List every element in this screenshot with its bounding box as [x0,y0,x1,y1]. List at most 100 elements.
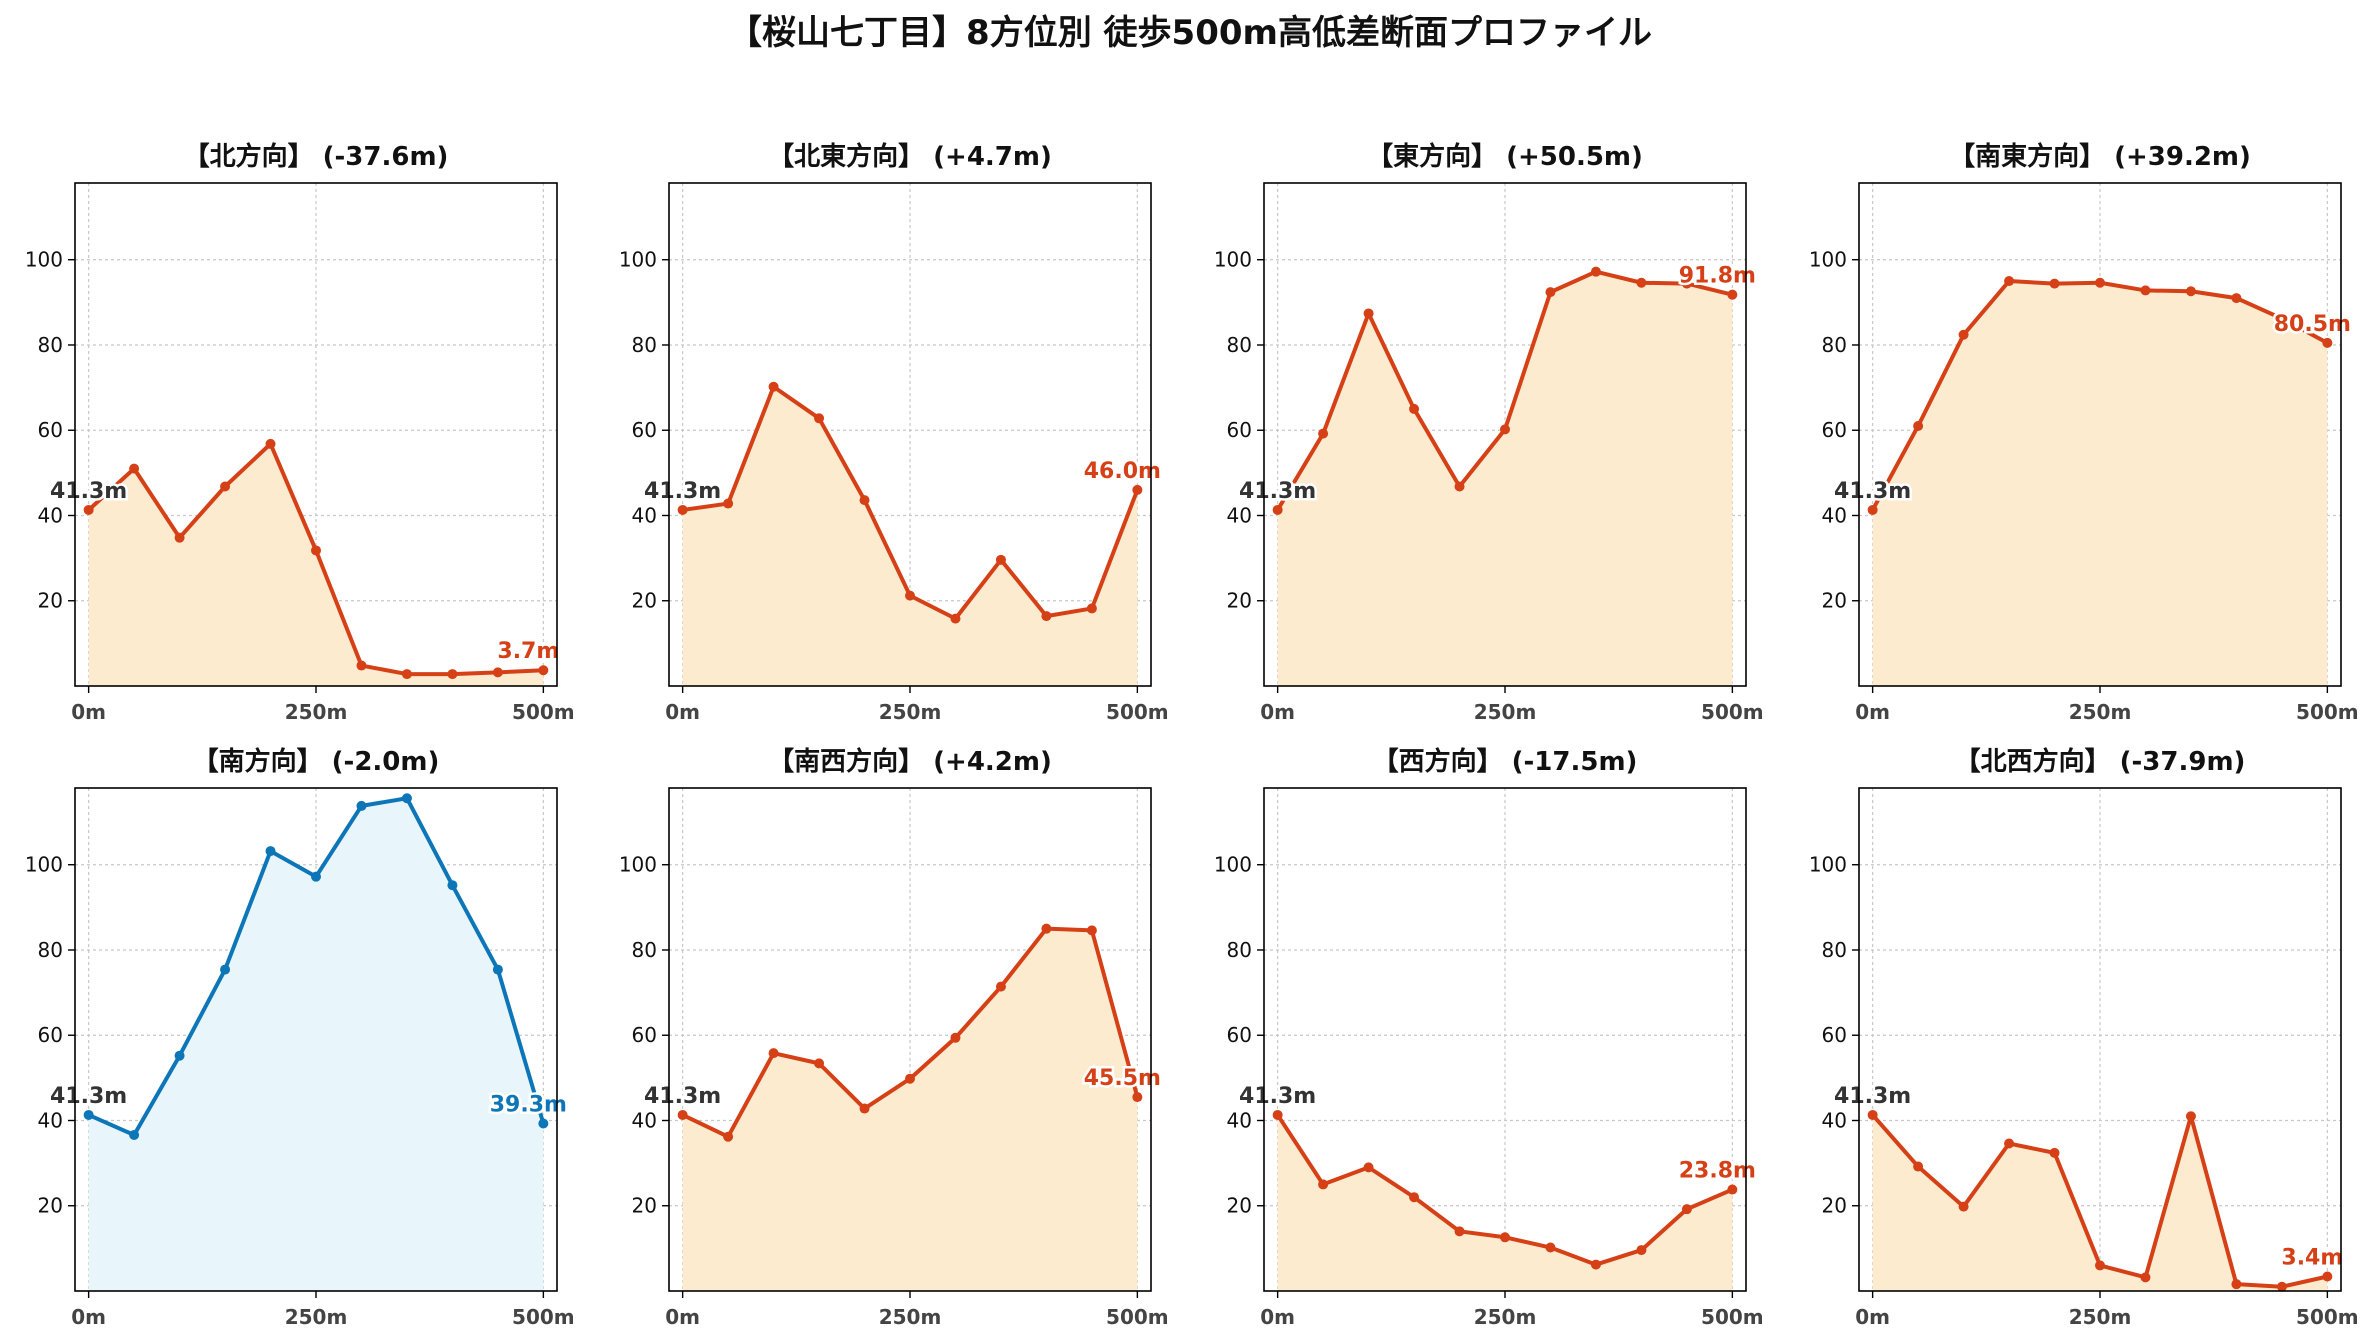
data-point [995,554,1006,565]
x-tick-label: 0m [1855,700,1890,724]
y-tick-label: 40 [1822,503,1847,527]
data-point [950,1032,961,1043]
data-point [356,800,367,811]
panel-2: 【北東方向】 (+4.7m) 41.3m 46.0m 20 40 60 80 100 0m 250… [619,141,1169,724]
y-tick-label: 60 [38,418,63,442]
y-tick-label: 20 [38,589,63,613]
data-point [1086,603,1097,614]
y-tick-label: 80 [1822,938,1847,962]
data-point [768,381,779,392]
data-point [1454,481,1465,492]
x-tick-label: 250m [2069,700,2132,724]
data-point [1636,1245,1647,1256]
start-elevation-label: 41.3m [1834,479,1911,504]
data-point [1363,308,1374,319]
end-elevation-label: 80.5m [2274,312,2351,337]
panel-6: 【南西方向】 (+4.2m) 41.3m 45.5m 20 40 60 80 100 0m 250… [619,746,1169,1329]
x-tick-label: 250m [285,700,348,724]
panel-4: 【南東方向】 (+39.2m) 41.3m 80.5m 20 40 60 80 100 0m 25… [1809,141,2359,724]
y-tick-label: 80 [632,938,657,962]
y-tick-label: 100 [25,853,63,877]
data-point [723,1131,734,1142]
end-elevation-label: 46.0m [1084,459,1161,484]
x-tick-label: 0m [71,1305,106,1329]
data-point [129,463,140,474]
x-tick-label: 0m [665,1305,700,1329]
data-point [356,660,367,671]
data-point [2276,313,2287,324]
x-tick-label: 250m [285,1305,348,1329]
y-tick-label: 100 [1809,853,1847,877]
y-tick-label: 100 [1809,248,1847,272]
x-tick-label: 250m [2069,1305,2132,1329]
y-tick-label: 60 [632,1023,657,1047]
data-point [1958,329,1969,340]
y-tick-label: 60 [38,1023,63,1047]
x-tick-label: 500m [512,700,575,724]
elevation-area [88,798,544,1291]
start-elevation-label: 41.3m [1239,479,1316,504]
y-tick-label: 80 [1227,333,1252,357]
y-tick-label: 20 [1227,589,1252,613]
data-point [905,1073,915,1084]
y-tick-label: 80 [1227,938,1252,962]
y-tick-label: 20 [1822,1194,1847,1218]
data-point [311,545,321,556]
data-point [723,498,734,509]
panel-title: 【西方向】 (-17.5m) [1373,746,1638,777]
data-point [905,590,915,601]
start-elevation-label: 41.3m [50,479,127,504]
x-tick-label: 0m [71,700,106,724]
data-point [1132,484,1143,495]
data-point [2004,276,2015,287]
x-tick-label: 0m [1855,1305,1890,1329]
y-tick-label: 100 [619,248,657,272]
y-tick-label: 40 [632,503,657,527]
data-point [1272,504,1283,515]
data-point [2276,1281,2287,1292]
start-elevation-label: 41.3m [644,479,721,504]
elevation-area [1277,271,1733,686]
y-tick-label: 20 [38,1194,63,1218]
data-point [492,964,503,975]
panel-3: 【東方向】 (+50.5m) 41.3m 91.8m 20 40 60 80 100 0m 250… [1214,141,1764,724]
elevation-area [682,928,1138,1291]
figure-suptitle: 【桜山七丁目】8方位別 徒歩500m高低差断面プロファイル [728,13,1652,53]
data-point [401,669,412,680]
x-tick-label: 0m [1260,1305,1295,1329]
y-tick-label: 100 [1214,248,1252,272]
panel-5: 【南方向】 (-2.0m) 41.3m 39.3m 20 40 60 80 100 0m 250m… [25,746,575,1329]
x-tick-label: 0m [665,700,700,724]
data-point [1086,925,1097,936]
panel-8: 【北西方向】 (-37.9m) 41.3m 3.4m 20 40 60 80 100 0m 250… [1809,746,2359,1329]
data-point [2140,285,2151,296]
y-tick-label: 40 [38,503,63,527]
data-point [492,667,503,678]
data-point [2095,1260,2105,1271]
data-point [1958,1201,1969,1212]
data-point [311,871,321,882]
x-tick-label: 500m [2296,1305,2359,1329]
data-point [1041,923,1052,934]
data-point [1681,1204,1692,1215]
elevation-area [88,443,544,686]
data-point [677,504,688,515]
x-tick-label: 250m [879,1305,942,1329]
data-point [950,613,961,624]
panel-1: 【北方向】 (-37.6m) 41.3m 3.7m 20 40 60 80 100 0m 250m… [25,141,575,724]
y-tick-label: 20 [632,1194,657,1218]
data-point [1545,287,1556,298]
y-tick-label: 40 [632,1108,657,1132]
data-point [265,846,276,857]
x-tick-label: 500m [1701,1305,1764,1329]
end-elevation-label: 45.5m [1084,1066,1161,1091]
data-point [1318,428,1329,439]
end-elevation-label: 3.4m [2281,1246,2343,1271]
panel-7: 【西方向】 (-17.5m) 41.3m 23.8m 20 40 60 80 100 0m 250… [1214,746,1764,1329]
data-point [1681,278,1692,289]
y-tick-label: 60 [1227,1023,1252,1047]
data-point [538,1118,549,1129]
data-point [1636,277,1647,288]
y-tick-label: 100 [619,853,657,877]
data-point [995,981,1006,992]
